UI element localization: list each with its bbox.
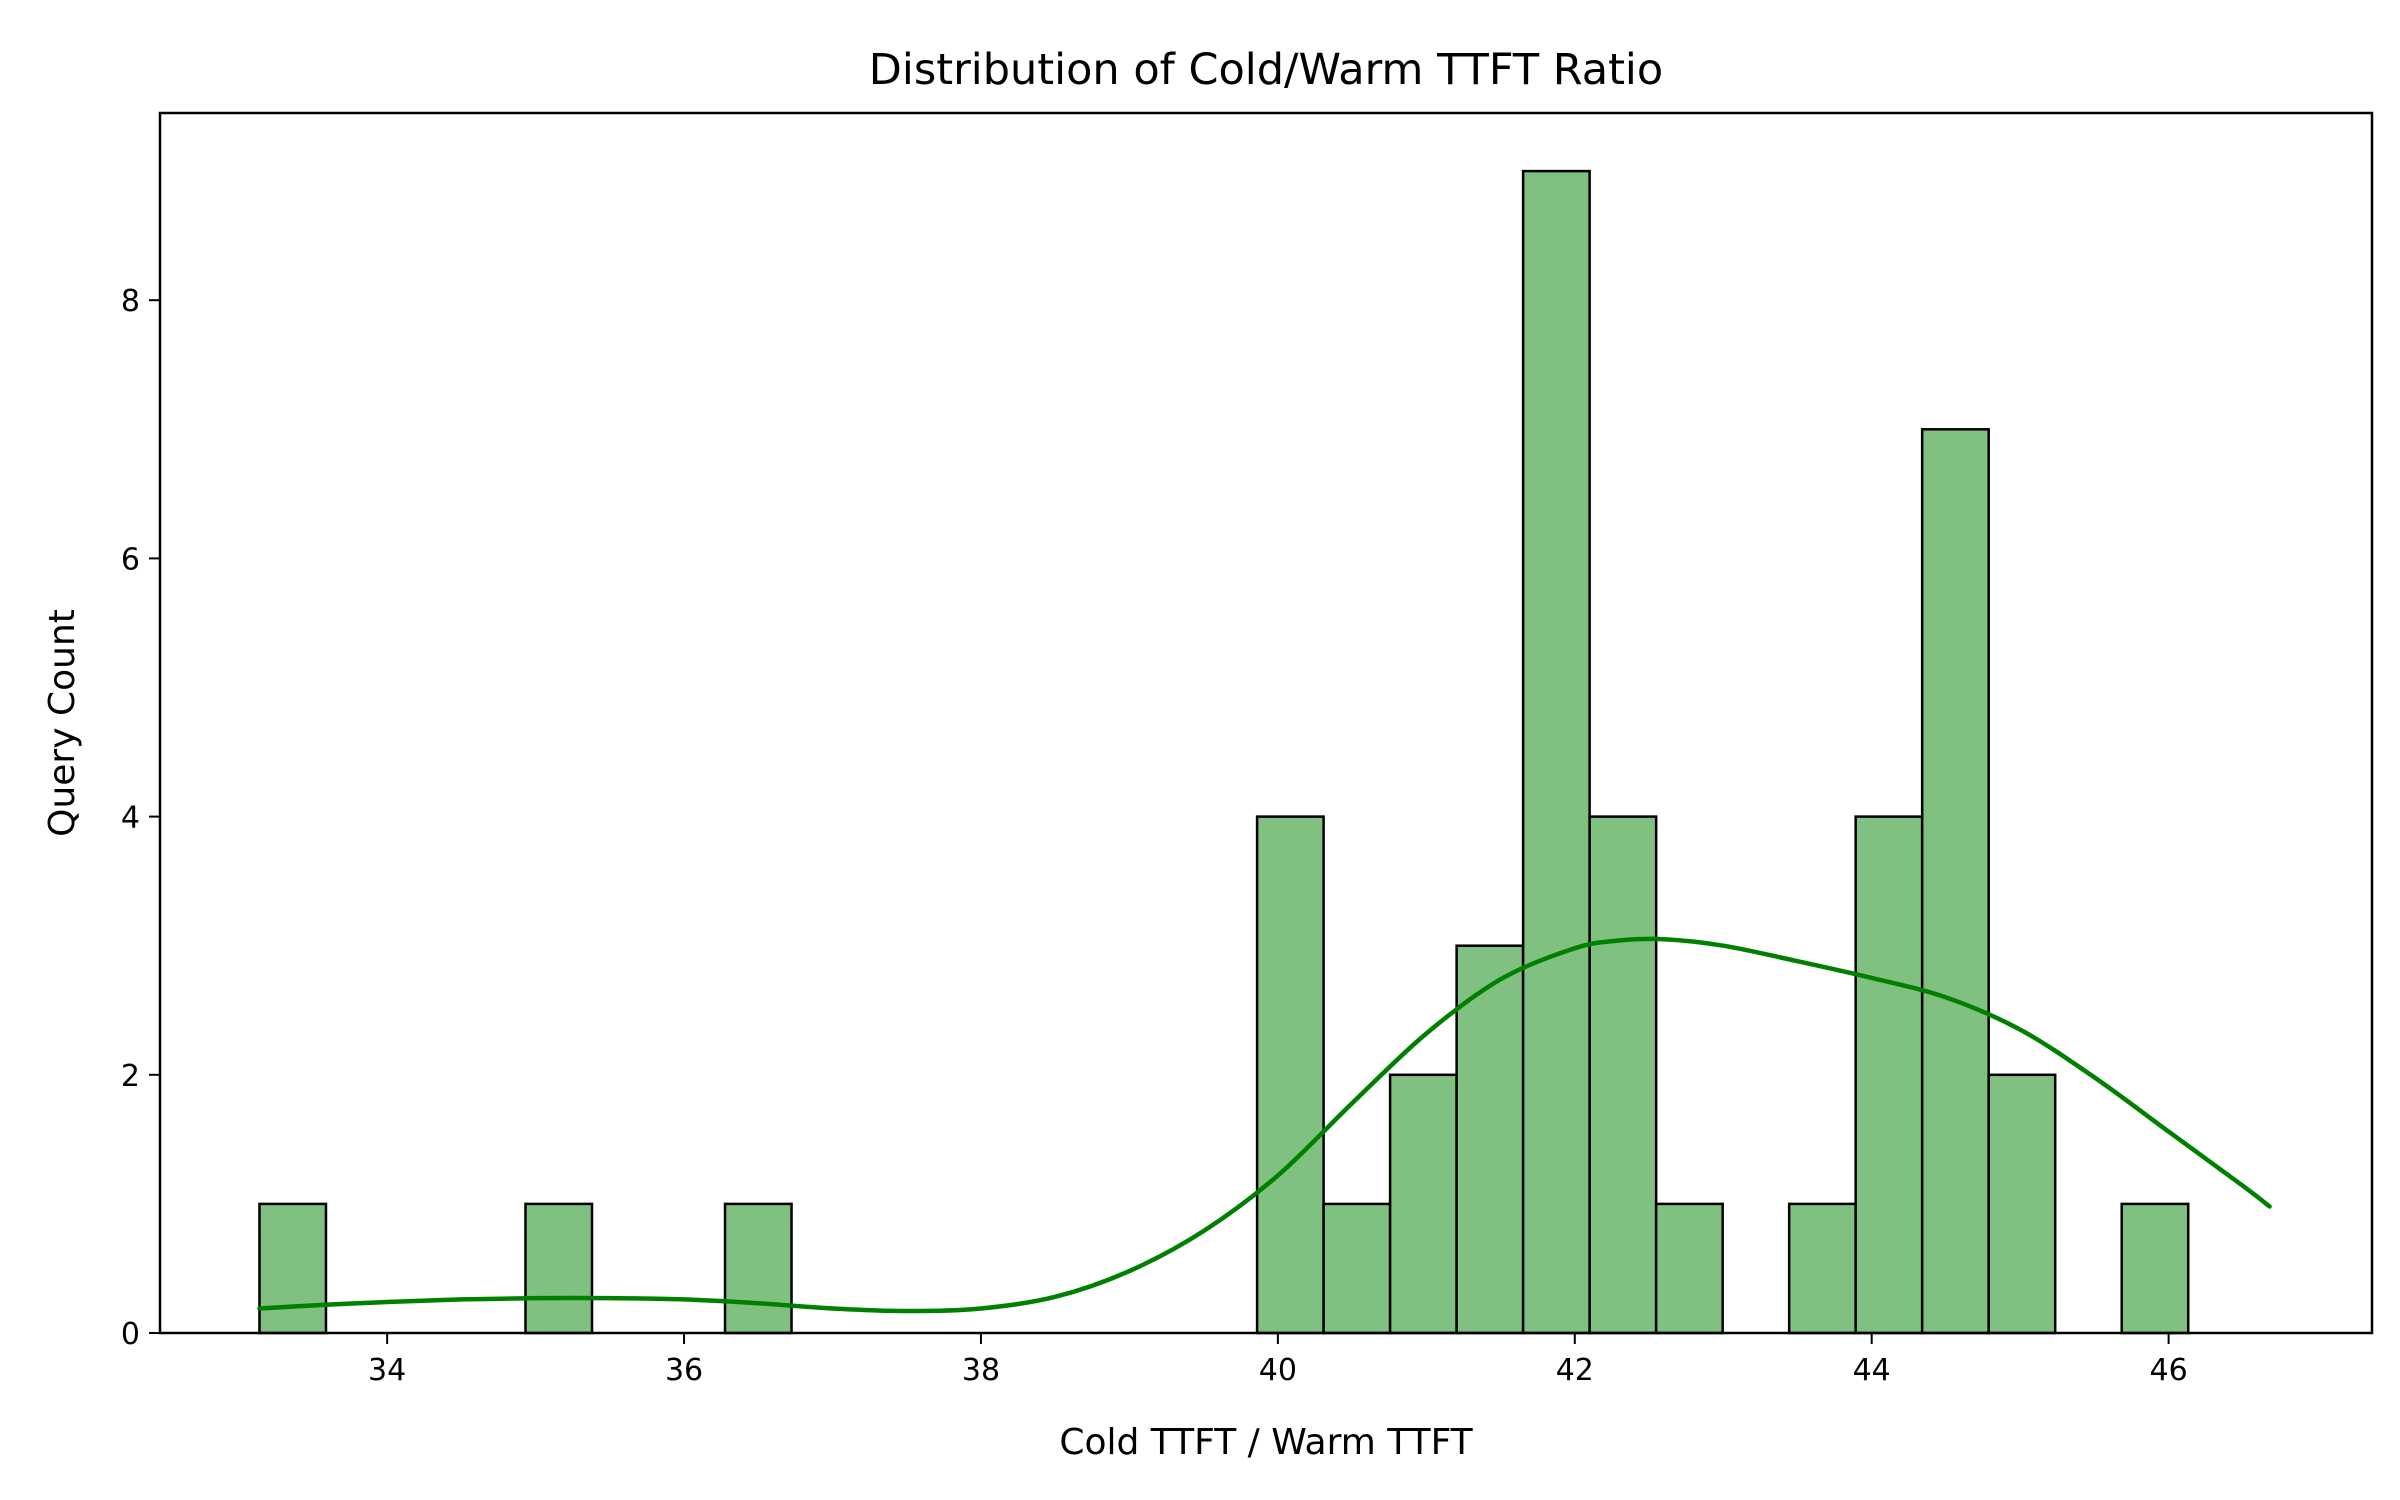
- x-axis-ticks: 34 36 38 40 42 44 46: [368, 1333, 2188, 1388]
- histogram-bar: [1654, 1202, 1724, 1335]
- y-tick-label: 0: [121, 1317, 140, 1352]
- histogram-bar: [723, 1202, 793, 1335]
- chart-title: Distribution of Cold/Warm TTFT Ratio: [869, 45, 1663, 95]
- x-tick-label: 46: [2150, 1353, 2188, 1388]
- x-axis-label: Cold TTFT / Warm TTFT: [1059, 1422, 1473, 1463]
- histogram-bar: [524, 1202, 594, 1335]
- histogram-bar: [1787, 1202, 1857, 1335]
- x-tick-label: 40: [1259, 1353, 1297, 1388]
- plot-area-frame: [158, 111, 2374, 1335]
- histogram-bar: [1521, 169, 1591, 1335]
- histogram-bar: [1322, 1202, 1392, 1335]
- kde-curve: [257, 936, 2272, 1314]
- x-tick-label: 38: [962, 1353, 1000, 1388]
- y-tick-label: 2: [121, 1059, 140, 1094]
- x-tick-label: 36: [665, 1353, 703, 1388]
- histogram-bar: [1987, 1073, 2057, 1335]
- histogram-bar: [1920, 428, 1990, 1335]
- kde-curve-group: [257, 936, 2272, 1314]
- histogram-bar: [2120, 1202, 2190, 1335]
- y-tick-label: 6: [121, 542, 140, 577]
- histogram-bar: [1854, 815, 1924, 1335]
- histogram-bar: [258, 1202, 328, 1335]
- histogram-bar: [1588, 815, 1658, 1335]
- x-tick-label: 44: [1853, 1353, 1891, 1388]
- histogram-bar: [1455, 944, 1525, 1335]
- x-tick-label: 42: [1556, 1353, 1594, 1388]
- x-tick-label: 34: [368, 1353, 406, 1388]
- y-tick-label: 4: [121, 801, 140, 836]
- histogram-bar: [1388, 1073, 1458, 1335]
- y-tick-label: 8: [121, 284, 140, 319]
- y-axis-label: Query Count: [42, 609, 83, 837]
- y-axis-ticks: 0 2 4 6 8: [121, 284, 160, 1352]
- histogram-bars: [258, 169, 2190, 1335]
- histogram-bar: [1255, 815, 1325, 1335]
